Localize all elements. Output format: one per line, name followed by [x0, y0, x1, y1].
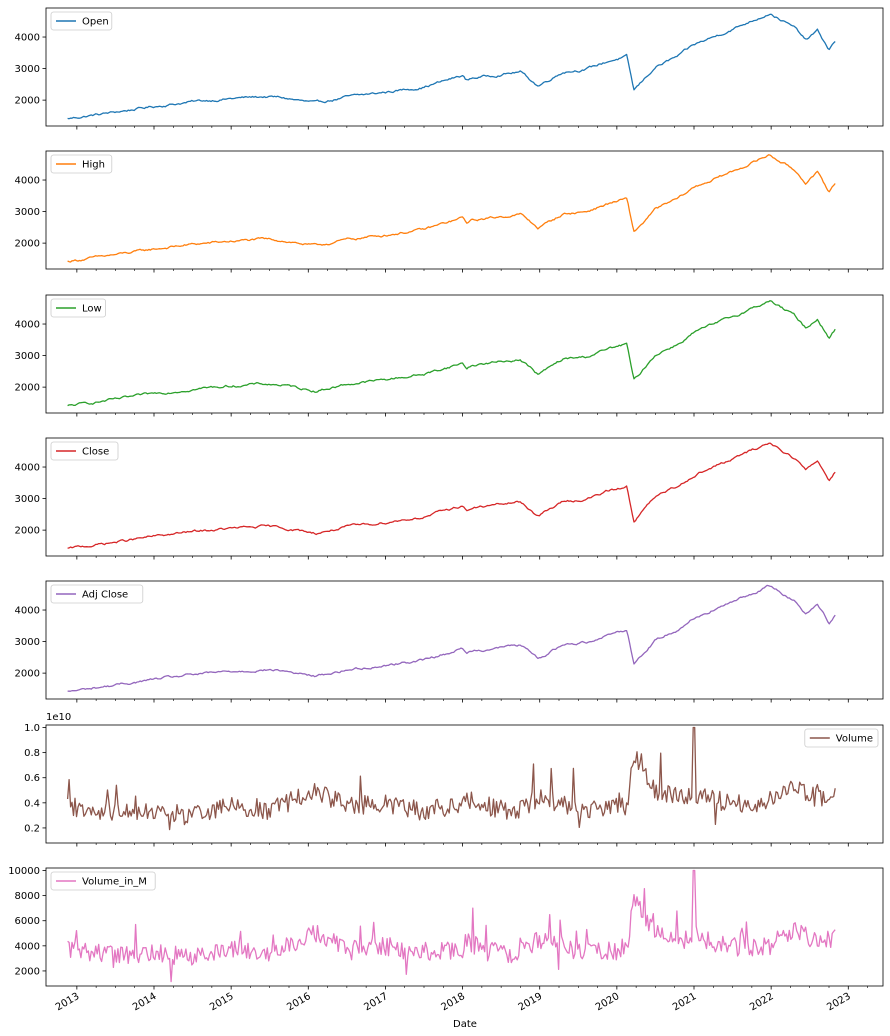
x-axis-label: Date	[453, 1019, 477, 1030]
axes-frame	[45, 7, 884, 127]
y-tick-label: 3000	[15, 637, 40, 648]
y-tick-label: 2000	[15, 96, 40, 107]
x-tick-label: 2018	[440, 991, 468, 1013]
y-tick-label: 2000	[15, 669, 40, 680]
y-tick-label: 6000	[15, 916, 40, 927]
legend-label: Adj Close	[82, 590, 128, 601]
y-tick-label: 4000	[15, 941, 40, 952]
axes-frame	[45, 150, 884, 270]
y-tick-label: 0.2	[24, 823, 40, 834]
legend-box	[50, 584, 144, 604]
x-tick-label: 2021	[671, 991, 699, 1013]
y-tick-label: 3000	[15, 351, 40, 362]
panel-high: 2000 3000 4000 High	[15, 150, 884, 273]
y-tick-label: 4000	[15, 176, 40, 187]
y-tick-label: 0.6	[24, 773, 40, 784]
legend-label: High	[82, 160, 105, 171]
legend-label: Close	[82, 447, 109, 458]
y-tick-label: 4000	[15, 463, 40, 474]
y-tick-label: 3000	[15, 64, 40, 75]
legend-label: Volume_in_M	[82, 877, 147, 888]
x-tick-label: 2023	[825, 991, 853, 1013]
panel-volume: 0.2 0.4 0.6 0.8 1.0 1e10 Volume	[24, 712, 884, 847]
axes-frame	[45, 867, 884, 987]
x-tick-label: 2014	[131, 991, 159, 1013]
series-line	[67, 300, 836, 407]
panel-adj-close: 2000 3000 4000 Adj Close	[15, 580, 884, 703]
panel-open: 2000 3000 4000 Open	[15, 7, 884, 130]
legend-label: Volume	[836, 734, 873, 745]
legend-box	[50, 298, 106, 318]
y-tick-label: 2000	[15, 239, 40, 250]
y-tick-label: 2000	[15, 526, 40, 537]
axes-frame	[45, 580, 884, 700]
series-line	[67, 584, 836, 692]
legend-box	[50, 441, 119, 461]
panel-low: 2000 3000 4000 Low	[15, 294, 884, 417]
y-tick-label: 4000	[15, 33, 40, 44]
x-tick-label: 2022	[748, 991, 776, 1013]
y-tick-label: 4000	[15, 606, 40, 617]
panel-volume-in-m: 2000 4000 6000 8000 10000 2013 2014 2015 2016 201…	[8, 866, 884, 1013]
legend: Volume_in_M	[50, 871, 156, 891]
y-tick-label: 2000	[15, 383, 40, 394]
x-tick-label: 2016	[285, 991, 313, 1013]
legend: Close	[50, 441, 119, 461]
series-line	[67, 154, 836, 263]
y-tick-label: 3000	[15, 207, 40, 218]
series-line	[67, 869, 836, 983]
legend: High	[50, 154, 113, 174]
y-tick-label: 1.0	[24, 723, 40, 734]
legend-box	[50, 871, 156, 891]
y-tick-label: 8000	[15, 891, 40, 902]
legend: Adj Close	[50, 584, 144, 604]
legend: Open	[50, 11, 113, 31]
series-line	[67, 442, 836, 549]
axes-frame	[45, 724, 884, 844]
y-tick-label: 3000	[15, 494, 40, 505]
legend-box	[804, 728, 879, 748]
y-tick-label: 2000	[15, 966, 40, 977]
y-offset-label: 1e10	[46, 712, 71, 723]
axes-frame	[45, 294, 884, 414]
y-tick-label: 0.8	[24, 748, 40, 759]
legend-box	[50, 154, 113, 174]
series-line	[66, 726, 836, 831]
y-tick-label: 4000	[15, 320, 40, 331]
x-tick-label: 2019	[517, 991, 545, 1013]
y-tick-label: 0.4	[24, 798, 40, 809]
x-tick-label: 2013	[54, 991, 82, 1013]
legend-label: Low	[82, 304, 102, 315]
axes-frame	[45, 437, 884, 557]
panel-close: 2000 3000 4000 Close	[15, 437, 884, 560]
x-tick-label: 2017	[362, 991, 390, 1013]
legend: Low	[50, 298, 106, 318]
legend: Volume	[804, 728, 879, 748]
legend-label: Open	[82, 17, 109, 28]
x-tick-label: 2020	[594, 991, 622, 1013]
legend-box	[50, 11, 113, 31]
series-line	[67, 13, 836, 120]
x-tick-label: 2015	[208, 991, 236, 1013]
y-tick-label: 10000	[8, 866, 40, 877]
